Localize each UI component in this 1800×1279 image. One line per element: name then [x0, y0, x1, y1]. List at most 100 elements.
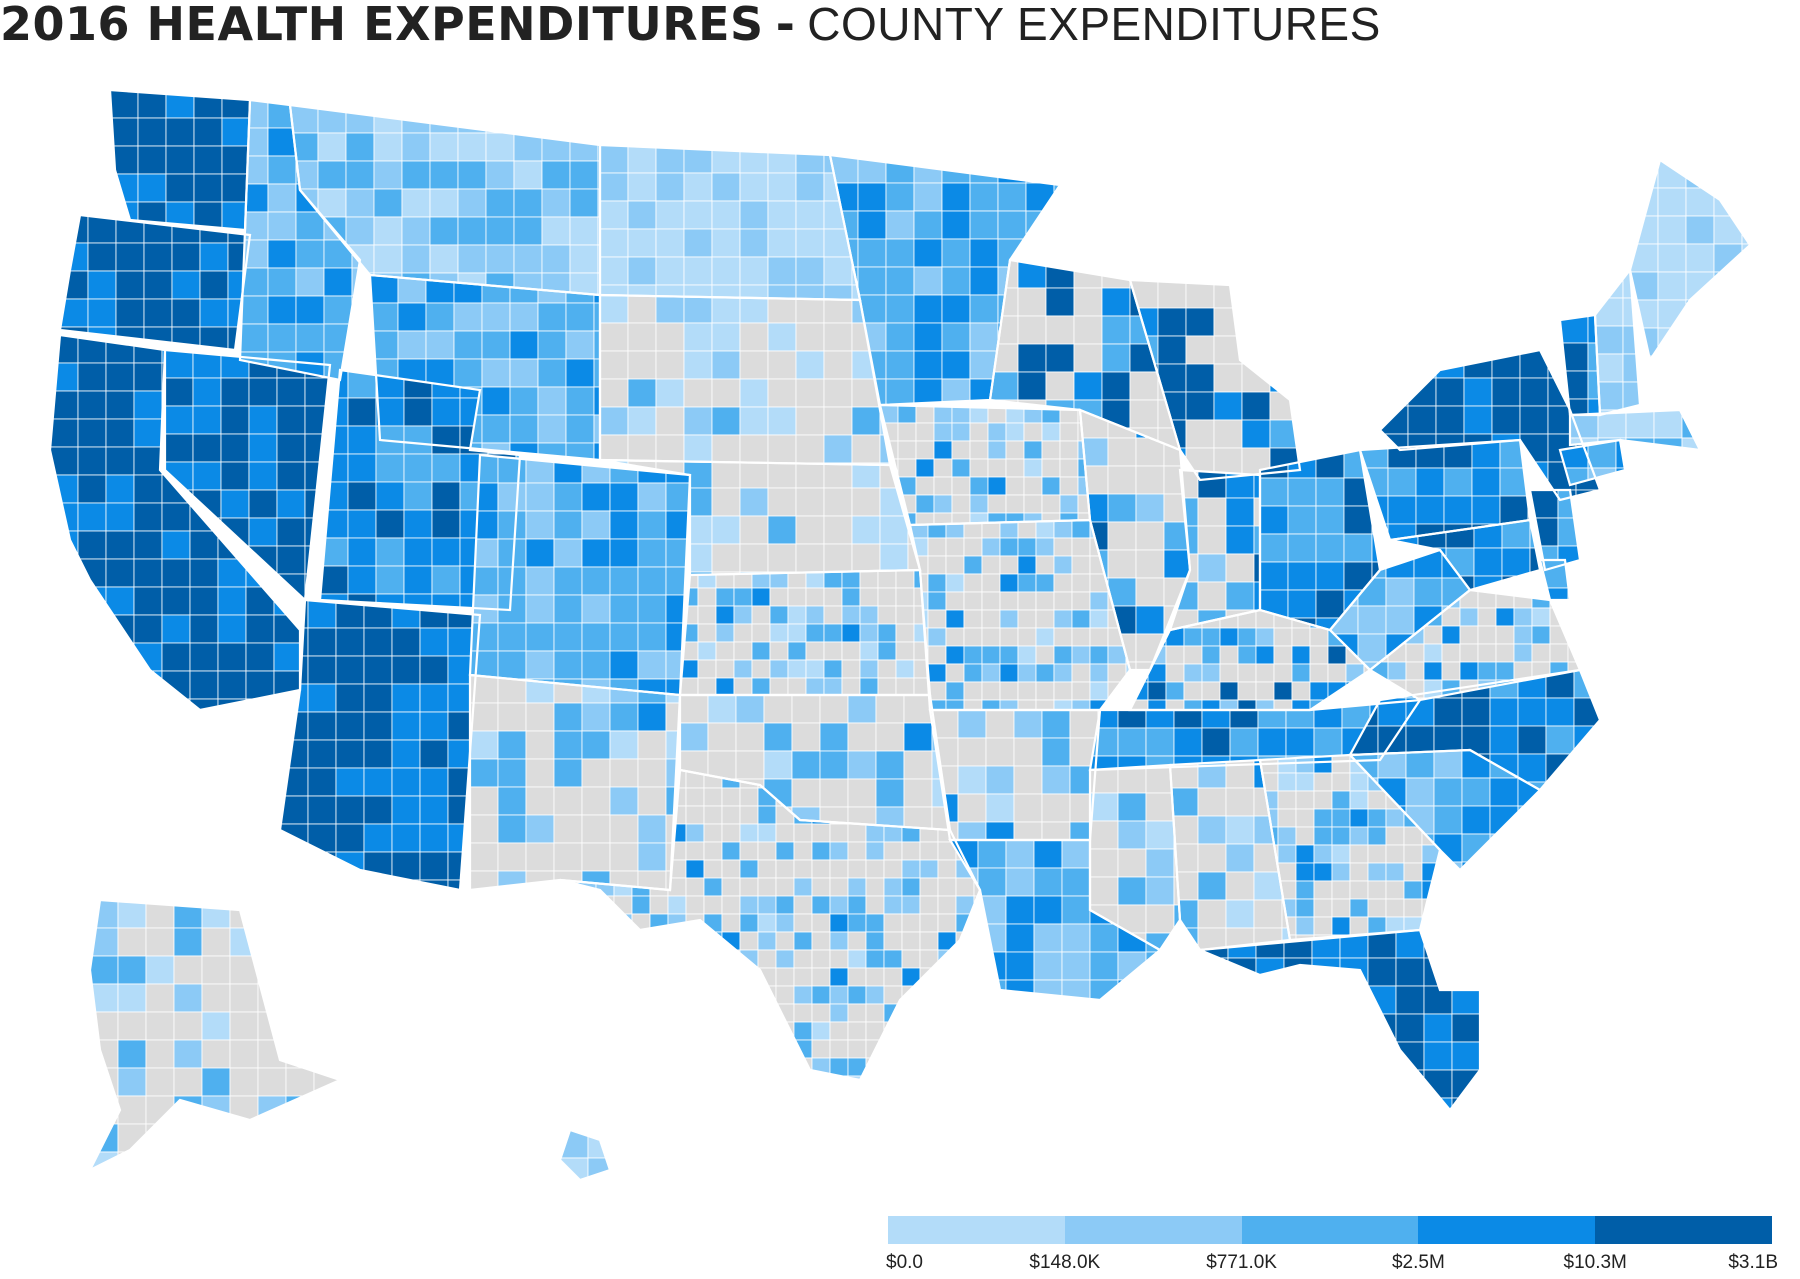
county-cell: [1135, 521, 1165, 551]
county-cell: [201, 1039, 231, 1069]
county-cell: [811, 913, 831, 933]
county-cell: [220, 405, 250, 435]
county-cell: [721, 787, 741, 807]
county-cell: [697, 605, 717, 625]
county-cell: [220, 433, 250, 463]
county-cell: [1005, 476, 1025, 496]
county-cell: [1017, 287, 1047, 317]
county-cell: [957, 793, 987, 823]
county-cell: [1407, 405, 1437, 435]
county-cell: [145, 983, 175, 1013]
county-cell: [105, 390, 135, 420]
county-cell: [165, 405, 194, 435]
county-cell: [560, 1039, 579, 1059]
county-cell: [1277, 808, 1297, 828]
county-cell: [969, 210, 999, 240]
county-cell: [1311, 1069, 1341, 1099]
county-cell: [345, 132, 375, 162]
county-cell: [1519, 350, 1549, 379]
county-cell: [969, 422, 989, 442]
county-cell: [1053, 573, 1073, 593]
county-cell: [1461, 777, 1491, 807]
county-cell: [1017, 591, 1037, 611]
county-cell: [739, 823, 759, 843]
county-cell: [735, 750, 765, 780]
county-cell: [851, 543, 881, 573]
county-cell: [431, 537, 461, 567]
county-cell: [1421, 862, 1440, 882]
county-cell: [1405, 725, 1435, 755]
county-cell: [280, 767, 309, 797]
county-cell: [1277, 844, 1297, 864]
county-cell: [945, 645, 965, 665]
county-cell: [1071, 520, 1091, 539]
county-cell: [757, 805, 777, 825]
county-cell: [1357, 633, 1387, 663]
county-cell: [973, 949, 980, 969]
county-cell: [1513, 590, 1533, 609]
county-cell: [950, 979, 979, 1000]
county-cell: [560, 913, 579, 933]
county-cell: [1331, 916, 1351, 936]
county-cell: [470, 702, 499, 732]
county-cell: [819, 750, 849, 780]
county-cell: [1053, 663, 1073, 683]
county-cell: [721, 1021, 741, 1041]
county-cell: [627, 322, 657, 352]
county-cell: [1685, 271, 1715, 301]
county-cell: [739, 931, 759, 951]
county-cell: [969, 440, 989, 460]
county-cell: [715, 641, 735, 661]
county-cell: [1269, 307, 1299, 337]
county-cell: [577, 949, 597, 969]
county-cell: [1201, 727, 1231, 757]
county-cell: [795, 543, 825, 573]
county-cell: [1257, 727, 1287, 757]
county-cell: [569, 244, 599, 274]
county-cell: [1073, 371, 1103, 401]
county-cell: [189, 670, 219, 700]
county-cell: [739, 1075, 759, 1080]
county-cell: [715, 677, 735, 695]
county-cell: [739, 543, 769, 573]
county-cell: [1441, 661, 1461, 681]
county-cell: [757, 859, 777, 879]
county-cell: [1459, 607, 1479, 627]
county-cell: [1331, 880, 1351, 900]
county-cell: [133, 446, 163, 476]
county-cell: [1331, 808, 1351, 828]
county-cell: [1089, 591, 1109, 611]
county-cell: [865, 985, 885, 1005]
county-cell: [739, 200, 769, 230]
county-cell: [581, 622, 611, 652]
county-cell: [1339, 1069, 1369, 1099]
county-cell: [1200, 1097, 1229, 1110]
county-cell: [847, 877, 867, 897]
county-cell: [683, 295, 713, 324]
county-cell: [667, 1021, 687, 1041]
county-cell: [1405, 697, 1435, 727]
county-cell: [985, 793, 1015, 823]
county-cell: [811, 985, 831, 1005]
county-cell: [1145, 979, 1160, 1000]
county-cell: [649, 985, 669, 1005]
county-cell: [769, 587, 789, 607]
county-cell: [1101, 287, 1131, 317]
county-cell: [1685, 327, 1715, 357]
county-cell: [199, 242, 229, 272]
county-cell: [105, 642, 135, 672]
county-cell: [793, 949, 813, 969]
county-cell: [987, 458, 1007, 478]
county-cell: [276, 433, 306, 463]
county-cell: [847, 750, 877, 780]
county-cell: [537, 414, 567, 444]
county-cell: [173, 1011, 203, 1041]
county-cell: [703, 787, 723, 807]
county-cell: [937, 1039, 957, 1059]
county-cell: [307, 600, 337, 629]
county-cell: [1025, 155, 1055, 184]
county-cell: [1237, 681, 1257, 701]
county-cell: [823, 543, 853, 573]
county-cell: [1170, 787, 1199, 817]
county-cell: [403, 397, 433, 427]
